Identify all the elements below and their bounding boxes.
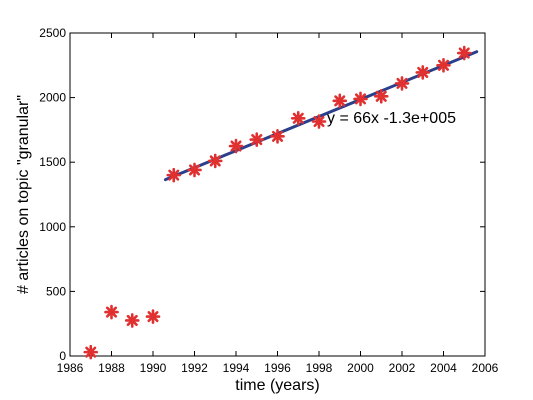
data-point-stroke bbox=[147, 311, 159, 323]
data-point bbox=[311, 114, 327, 129]
plot-frame bbox=[69, 32, 486, 357]
x-tick-label: 2002 bbox=[389, 361, 416, 375]
x-tick-label: 1986 bbox=[57, 361, 84, 375]
data-point-stroke bbox=[396, 77, 408, 89]
data-point-stroke bbox=[354, 93, 367, 105]
data-point bbox=[373, 89, 389, 104]
data-point-stroke bbox=[168, 169, 180, 181]
x-tick-label: 2004 bbox=[430, 361, 457, 375]
data-point bbox=[207, 153, 223, 169]
y-tick-label: 2000 bbox=[39, 91, 66, 105]
x-tick-label: 1994 bbox=[223, 361, 250, 375]
x-tick-label: 2006 bbox=[472, 361, 499, 375]
data-point-stroke bbox=[334, 95, 346, 107]
x-tick-label: 1990 bbox=[140, 361, 167, 375]
y-tick-label: 0 bbox=[59, 349, 66, 363]
data-point bbox=[394, 76, 410, 91]
data-point bbox=[145, 309, 161, 324]
data-point-stroke bbox=[209, 155, 221, 167]
data-point-stroke bbox=[437, 59, 450, 71]
data-point-stroke bbox=[313, 115, 325, 128]
x-tick-label: 1992 bbox=[181, 361, 208, 375]
data-point bbox=[353, 91, 368, 107]
data-point-stroke bbox=[458, 47, 470, 59]
data-point bbox=[332, 93, 348, 109]
data-point-stroke bbox=[230, 140, 242, 152]
y-tick-label: 2500 bbox=[39, 26, 66, 40]
data-point bbox=[456, 45, 472, 61]
data-point bbox=[290, 110, 306, 126]
data-point bbox=[166, 167, 182, 183]
x-tick-label: 2000 bbox=[347, 361, 374, 375]
axes: 1986 1988 1990 1992 1994 1996 1998 2000 2002 2004… bbox=[39, 26, 498, 375]
y-tick-label: 1000 bbox=[39, 220, 66, 234]
data-point-stroke bbox=[126, 314, 138, 327]
points-group bbox=[83, 45, 472, 360]
y-axis-label: # articles on topic "granular" bbox=[15, 95, 32, 294]
data-point bbox=[249, 132, 265, 147]
y-tick-label: 1500 bbox=[39, 155, 66, 169]
data-point-stroke bbox=[85, 346, 97, 358]
data-point bbox=[187, 162, 202, 178]
data-point bbox=[228, 138, 244, 154]
data-point-stroke bbox=[251, 134, 263, 146]
data-point-stroke bbox=[417, 66, 429, 78]
data-point bbox=[83, 344, 99, 360]
x-tick-label: 1998 bbox=[306, 361, 333, 375]
data-point bbox=[124, 313, 140, 328]
data-point-stroke bbox=[292, 112, 304, 124]
data-point bbox=[270, 129, 285, 144]
x-axis-label: time (years) bbox=[235, 377, 319, 394]
data-point-stroke bbox=[375, 90, 387, 102]
x-tick-label: 1988 bbox=[98, 361, 125, 375]
fit-equation-label: y = 66x -1.3e+005 bbox=[327, 110, 456, 127]
data-point-stroke bbox=[105, 306, 118, 318]
x-tick-label: 1996 bbox=[264, 361, 291, 375]
y-tick-label: 500 bbox=[46, 284, 66, 298]
data-point-stroke bbox=[271, 130, 284, 142]
data-point-stroke bbox=[188, 164, 201, 176]
data-point bbox=[415, 65, 431, 80]
data-point bbox=[104, 304, 119, 320]
data-point bbox=[436, 58, 451, 73]
